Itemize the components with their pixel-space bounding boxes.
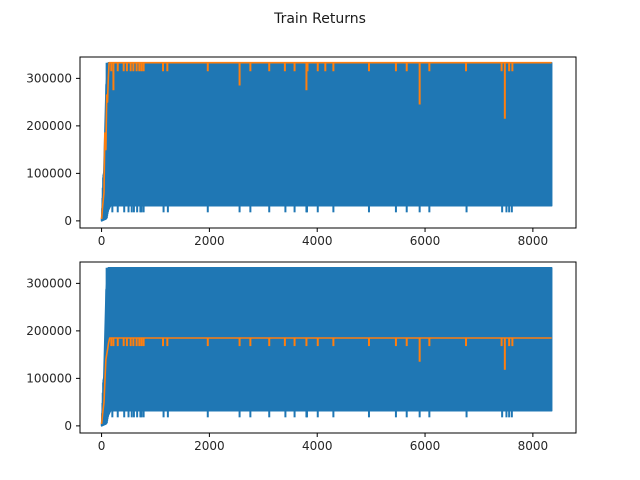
series-returns-band: [100, 266, 553, 427]
series-envelope-max-line: [100, 61, 552, 220]
y-tick-label: 200000: [26, 324, 72, 338]
y-tick-label: 300000: [26, 71, 72, 85]
x-tick-label: 8000: [518, 439, 549, 453]
x-tick-label: 4000: [302, 439, 333, 453]
plot-area: [100, 266, 553, 427]
x-tick-label: 4000: [302, 234, 333, 248]
subplot-bottom: 0 2000 4000 6000 8000 0 100000 200000 300000: [26, 261, 577, 453]
x-tick-label: 0: [98, 439, 106, 453]
y-tick-label: 0: [64, 214, 72, 228]
y-tick-label: 300000: [26, 276, 72, 290]
series-returns-band: [100, 61, 553, 222]
y-tick-label: 200000: [26, 119, 72, 133]
x-tick-label: 2000: [194, 234, 225, 248]
axes-frame: [79, 56, 577, 229]
x-tick-label: 2000: [194, 439, 225, 453]
y-tick-label: 100000: [26, 371, 72, 385]
series-mean-line: [100, 337, 552, 425]
subplot-top: 0 2000 4000 6000 8000 0 100000 200000 300000: [26, 56, 577, 248]
y-tick-label: 0: [64, 419, 72, 433]
x-tick-label: 6000: [410, 234, 441, 248]
y-tick-label: 100000: [26, 166, 72, 180]
x-tick-label: 0: [98, 234, 106, 248]
plot-area: [100, 61, 553, 222]
x-tick-label: 6000: [410, 439, 441, 453]
axes-frame: [79, 261, 577, 434]
figure-title: Train Returns: [273, 11, 366, 27]
x-tick-label: 8000: [518, 234, 549, 248]
